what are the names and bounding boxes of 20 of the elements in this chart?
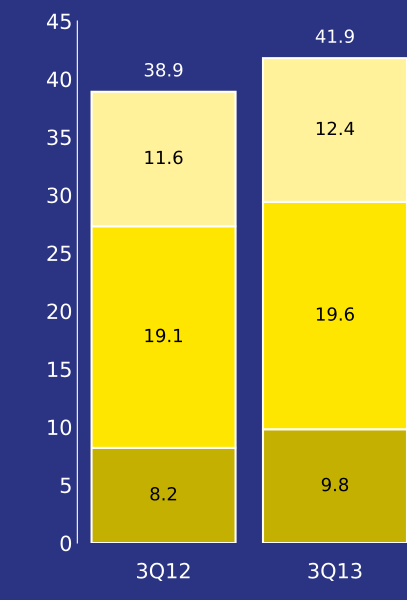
total-label: 41.9 xyxy=(316,29,354,44)
y-tick-label: 10 xyxy=(48,419,72,436)
y-tick-label: 35 xyxy=(48,129,71,146)
x-tick-label: 3Q13 xyxy=(308,562,362,581)
y-tick-label: 25 xyxy=(47,245,71,262)
y-tick-label: 15 xyxy=(48,362,71,378)
x-tick-label: 3Q12 xyxy=(137,562,190,581)
y-tick-label: 20 xyxy=(47,303,72,320)
y-tick-label: 30 xyxy=(48,187,72,204)
data-label: 8.2 xyxy=(150,487,176,501)
y-tick-label: 45 xyxy=(46,14,71,30)
data-label: 11.6 xyxy=(145,150,183,164)
data-label: 19.1 xyxy=(145,328,182,342)
y-tick-label: 40 xyxy=(46,71,72,88)
data-label: 9.8 xyxy=(322,478,348,492)
y-tick-label: 5 xyxy=(60,478,71,494)
total-label: 38.9 xyxy=(144,63,182,77)
data-label: 12.4 xyxy=(316,122,354,136)
y-tick-label: 0 xyxy=(60,535,72,552)
data-label: 19.6 xyxy=(316,307,354,321)
